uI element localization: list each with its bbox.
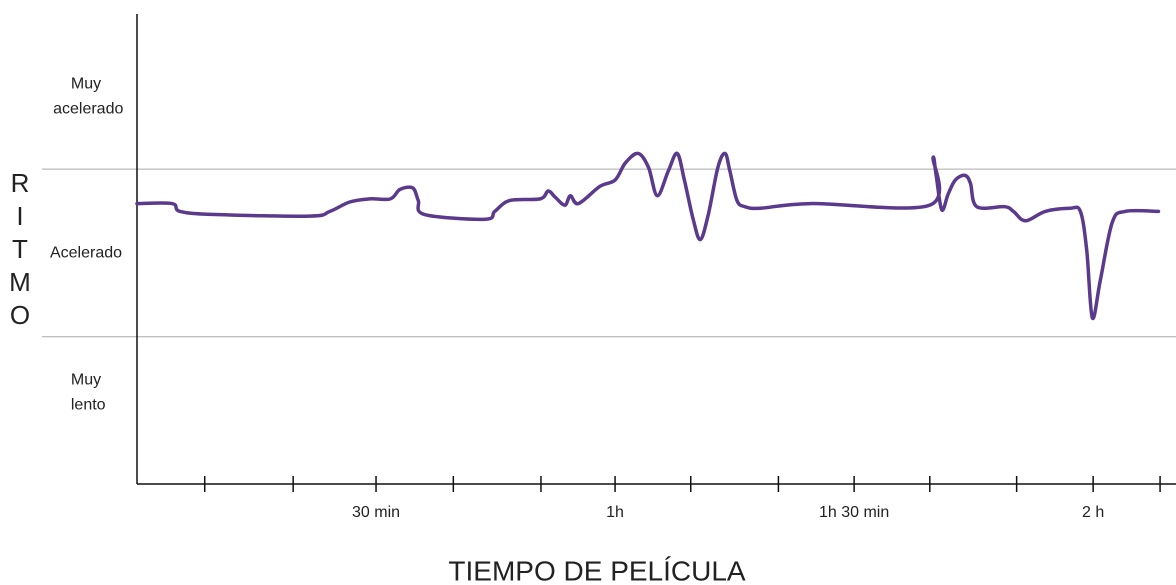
data-line [135, 151, 1161, 321]
x-tick-label: 2 h [1082, 504, 1104, 521]
y-tick-label: Muy acelerado [49, 76, 124, 118]
y-tick-label: Muy lento [66, 372, 105, 414]
x-tick-label: 30 min [352, 504, 400, 521]
y-tick-label: Acelerado [50, 245, 122, 262]
x-tick-label: 1h [606, 504, 624, 521]
x-axis-title: TIEMPO DE PELÍCULA [448, 555, 746, 585]
x-tick-label: 1h 30 min [819, 504, 889, 521]
